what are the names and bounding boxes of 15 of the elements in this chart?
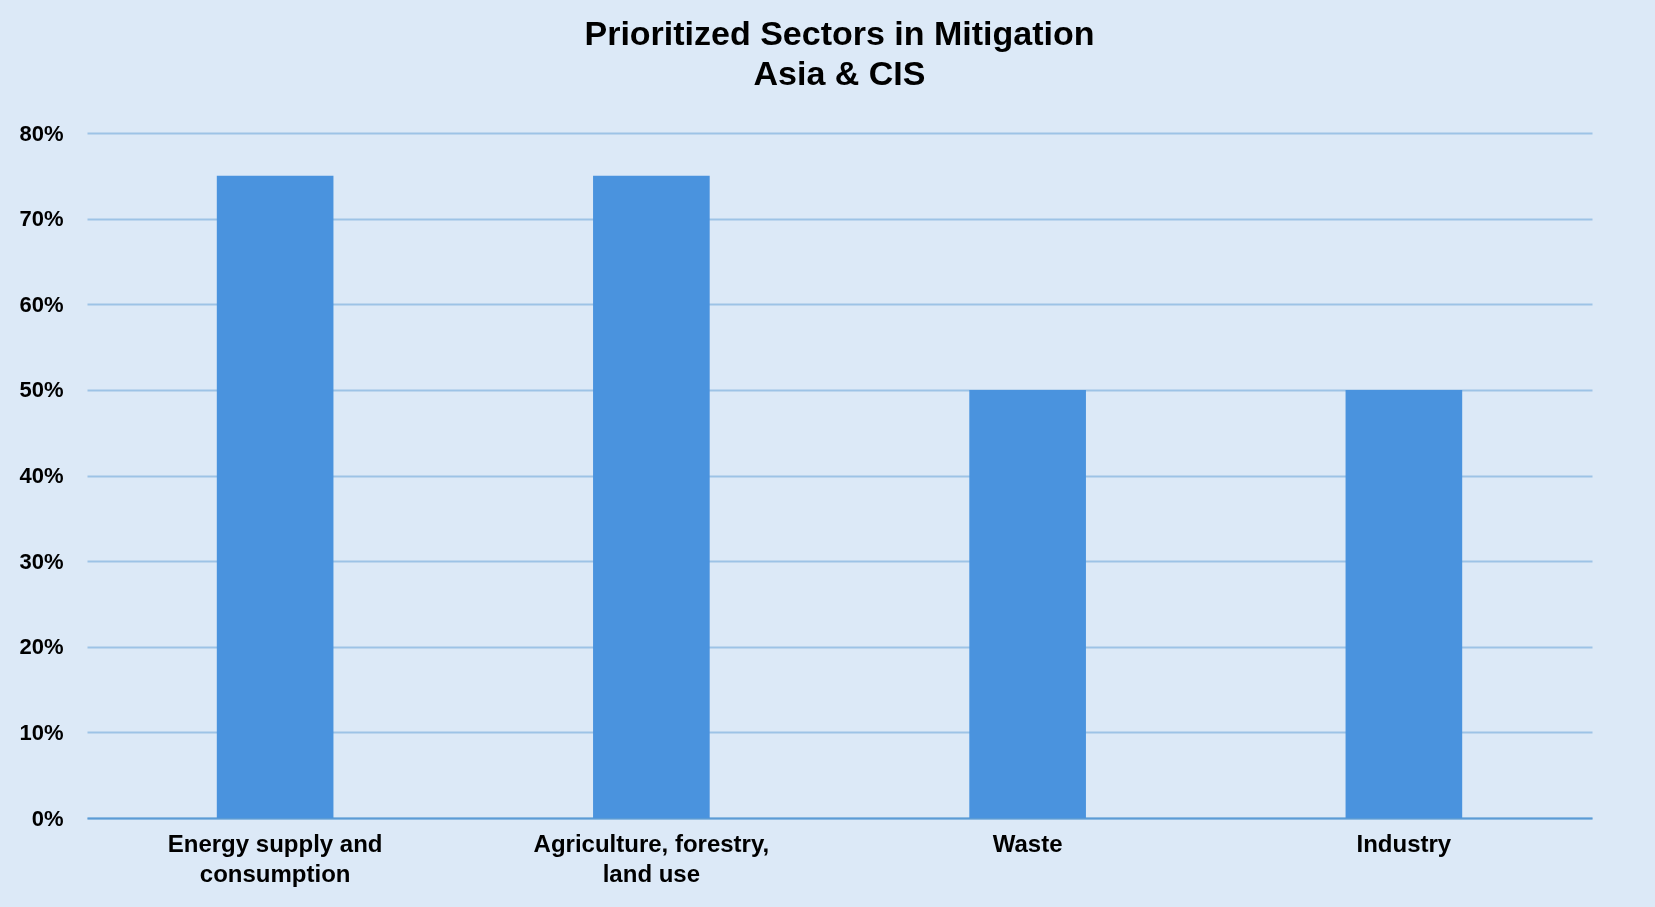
- y-tick-label: 50%: [19, 377, 64, 403]
- y-tick-label: 70%: [19, 206, 64, 232]
- y-tick-label: 0%: [31, 805, 64, 831]
- x-tick-label: Agriculture, forestry, land use: [533, 829, 770, 887]
- y-tick-label: 60%: [19, 291, 64, 317]
- chart-title: Prioritized Sectors in Mitigation: [584, 14, 1095, 52]
- y-tick-label: 40%: [19, 463, 64, 488]
- x-tick-label: Industry: [1356, 829, 1452, 857]
- y-tick-label: 20%: [19, 634, 64, 660]
- chart-subtitle: Asia & CIS: [753, 54, 926, 92]
- y-tick-label: 30%: [19, 548, 64, 574]
- x-tick-label: Waste: [992, 829, 1063, 857]
- y-tick-label: 80%: [19, 120, 64, 146]
- y-tick-label: 10%: [19, 719, 64, 745]
- x-tick-label: Energy supply and consumption: [167, 829, 383, 887]
